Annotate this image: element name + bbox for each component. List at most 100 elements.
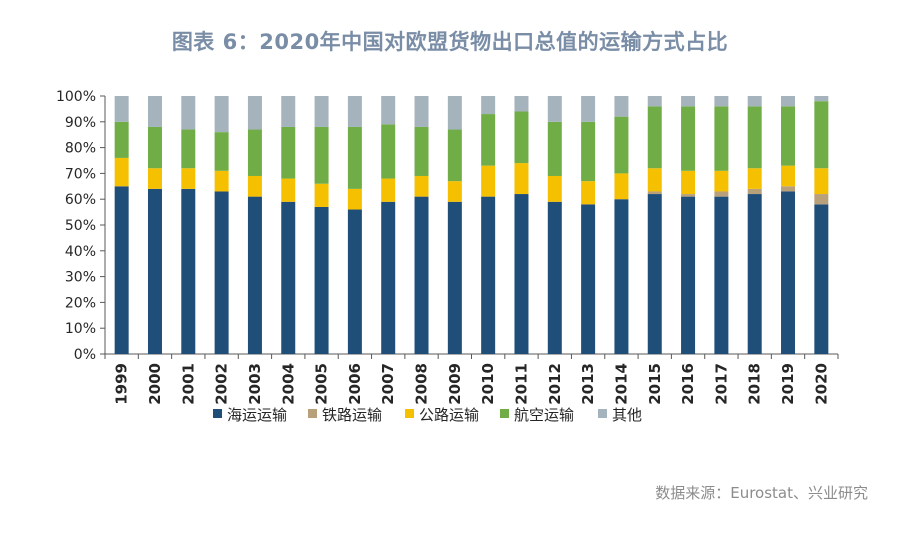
bar-segment xyxy=(247,175,262,197)
bar-segment xyxy=(214,170,229,192)
bar-segment xyxy=(314,206,329,354)
bar-segment xyxy=(447,201,462,354)
y-tick-label: 20% xyxy=(65,295,96,311)
bar-segment xyxy=(481,96,496,115)
bar-segment xyxy=(514,111,529,164)
bar-segment xyxy=(814,96,829,102)
y-tick-label: 10% xyxy=(65,321,96,337)
bar-segment xyxy=(714,191,729,197)
bar-segment xyxy=(681,106,696,171)
y-tick-label: 70% xyxy=(65,166,96,182)
bar-segment xyxy=(714,170,729,192)
bar-segment xyxy=(347,209,362,354)
bar-segment xyxy=(747,194,762,354)
x-tick-label: 2010 xyxy=(479,363,497,405)
x-tick-label: 2011 xyxy=(512,363,530,405)
bar-segment xyxy=(181,129,196,169)
y-tick-label: 100% xyxy=(56,89,96,105)
bar-segment xyxy=(681,170,696,195)
bar-segment xyxy=(614,96,629,117)
bar-segment xyxy=(247,129,262,176)
legend-label: 航空运输 xyxy=(514,406,574,424)
x-tick-label: 2016 xyxy=(679,363,697,405)
bar-segment xyxy=(547,121,562,176)
bar-segment xyxy=(247,96,262,130)
y-tick-label: 60% xyxy=(65,192,96,208)
bar-segment xyxy=(381,178,396,202)
bar-segment xyxy=(681,196,696,354)
bar-segment xyxy=(647,168,662,192)
x-tick-label: 2003 xyxy=(246,363,264,405)
bar-segment xyxy=(147,96,162,127)
bar-segment xyxy=(547,175,562,202)
bar-segment xyxy=(714,96,729,107)
x-tick-label: 2013 xyxy=(579,363,597,405)
y-tick-label: 80% xyxy=(65,141,96,157)
bar-segment xyxy=(381,124,396,179)
bar-segment xyxy=(281,201,296,354)
bar-segment xyxy=(781,191,796,354)
bar-segment xyxy=(447,129,462,182)
bar-segment xyxy=(181,168,196,189)
y-tick-label: 0% xyxy=(74,347,96,363)
bar-segment xyxy=(347,188,362,210)
bar-segment xyxy=(114,121,129,158)
bar-segment xyxy=(147,126,162,169)
x-tick-label: 2005 xyxy=(313,363,331,405)
bar-segment xyxy=(214,96,229,133)
bar-segment xyxy=(147,188,162,354)
bar-segment xyxy=(414,196,429,354)
bar-segment xyxy=(447,96,462,130)
bar-segment xyxy=(581,204,596,354)
bar-segment xyxy=(781,186,796,192)
bar-segment xyxy=(281,96,296,127)
bar-segment xyxy=(714,196,729,354)
bar-segment xyxy=(214,191,229,354)
bar-segment xyxy=(681,96,696,107)
x-tick-label: 2017 xyxy=(712,363,730,405)
bar-segment xyxy=(347,96,362,127)
x-tick-label: 2012 xyxy=(546,363,564,405)
x-tick-label: 2020 xyxy=(812,363,830,405)
legend-label: 公路运输 xyxy=(419,406,479,424)
source-note: 数据来源：Eurostat、兴业研究 xyxy=(655,484,868,502)
bar-segment xyxy=(581,121,596,182)
bar-segment xyxy=(481,196,496,354)
bar-segment xyxy=(414,126,429,176)
bar-segment xyxy=(614,116,629,174)
x-tick-label: 2000 xyxy=(146,363,164,405)
bar-segment xyxy=(247,196,262,354)
x-tick-label: 2004 xyxy=(279,363,297,405)
bar-segment xyxy=(547,201,562,354)
bar-segment xyxy=(181,96,196,130)
x-tick-label: 2018 xyxy=(746,363,764,405)
bar-segment xyxy=(214,132,229,171)
bar-segment xyxy=(314,126,329,184)
bar-segment xyxy=(414,96,429,127)
legend-swatch xyxy=(598,409,607,418)
bar-segment xyxy=(481,165,496,197)
bar-segment xyxy=(814,101,829,169)
bar-segment xyxy=(114,96,129,122)
bar-segment xyxy=(614,199,629,354)
bar-segment xyxy=(747,188,762,195)
bar-segment xyxy=(181,188,196,354)
x-tick-label: 2002 xyxy=(213,363,231,405)
legend-label: 其他 xyxy=(612,406,642,424)
bar-segment xyxy=(381,201,396,354)
bar-segment xyxy=(581,96,596,122)
bar-segment xyxy=(647,96,662,107)
bar-segment xyxy=(647,194,662,354)
y-tick-label: 50% xyxy=(65,218,96,234)
bar-segment xyxy=(781,96,796,107)
x-tick-label: 2007 xyxy=(379,363,397,405)
bar-segment xyxy=(781,106,796,166)
bar-segment xyxy=(714,106,729,171)
legend-label: 铁路运输 xyxy=(322,406,382,424)
y-tick-label: 40% xyxy=(65,244,96,260)
bar-segment xyxy=(114,157,129,187)
x-tick-label: 2014 xyxy=(612,363,630,405)
x-tick-label: 2015 xyxy=(646,363,664,405)
